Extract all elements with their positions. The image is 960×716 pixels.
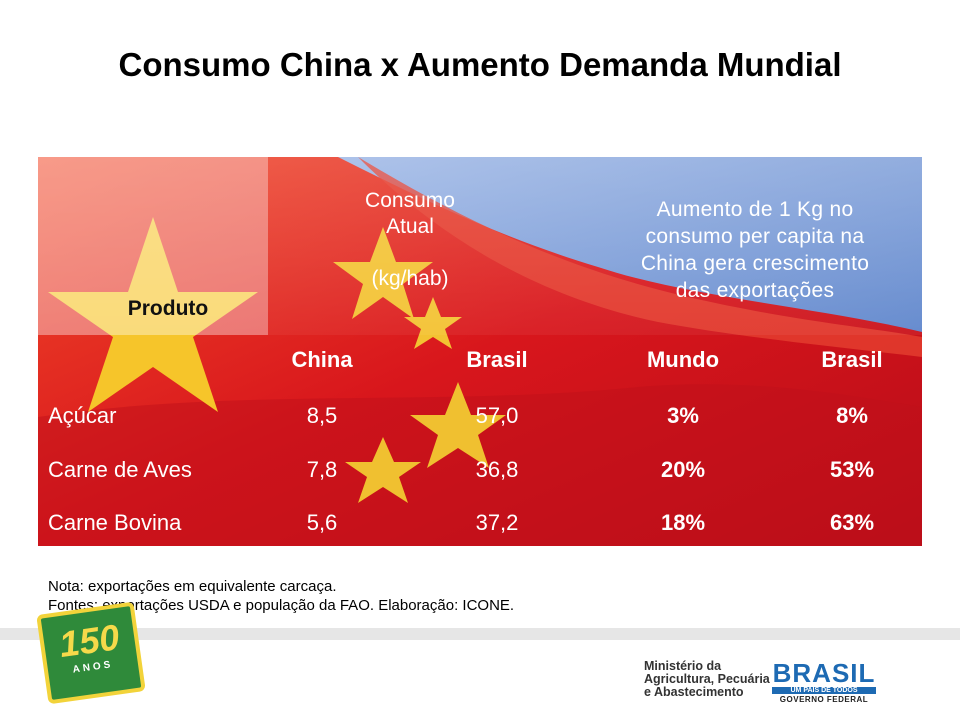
consumption-header: Consumo Atual (kg/hab) [330,188,490,292]
table-cell: 63% [829,510,875,535]
table-cell: 20% [660,457,706,482]
header-line: das exportações [675,279,835,302]
logo-text: Agricultura, Pecuária [644,672,770,686]
logo-text: BRASIL [772,658,876,688]
table-cell: 7,8 [306,457,338,482]
header-line: Aumento de 1 Kg no [656,198,854,221]
column-header: China [291,347,353,372]
flag-background [38,157,922,546]
table-cell: 18% [660,510,706,535]
table-cell: 8,5 [306,403,338,428]
table-cell: 37,2 [475,510,519,535]
logo-text: e Abastecimento [644,685,744,699]
ministry-logo: Ministério da Agricultura, Pecuária e Ab… [644,660,770,699]
slide-title: Consumo China x Aumento Demanda Mundial [118,46,842,83]
header-line: (kg/hab) [371,267,449,290]
table-cell: 57,0 [475,403,519,428]
footer-band [0,628,960,640]
government-logo: BRASIL UM PAÍS DE TODOS GOVERNO FEDERAL [772,660,876,704]
table-cell: 36,8 [475,457,519,482]
table-cell: 8% [836,403,868,428]
column-header: Mundo [646,347,720,372]
anniversary-logo: 150 ANOS [36,601,146,705]
logo-text: Ministério da [644,659,722,673]
table-cell: 53% [829,457,875,482]
logo-text: UM PAÍS DE TODOS [772,687,876,694]
product-header: Produto [127,297,209,320]
header-line: Consumo [365,189,455,212]
header-line: Atual [386,215,434,238]
header-line: China gera crescimento [640,252,870,275]
table-cell: 5,6 [306,510,338,535]
note: Nota: exportações em equivalente carcaça… [48,578,337,595]
product-name: Açúcar [48,403,117,428]
product-name: Carne de Aves [48,457,192,482]
table-cell: 3% [667,403,699,428]
column-header: Brasil [466,347,528,372]
column-header: Brasil [821,347,883,372]
logo-text: GOVERNO FEDERAL [779,695,869,704]
note: Fontes: exportações USDA e população da … [48,597,515,614]
increase-header: Aumento de 1 Kg no consumo per capita na… [590,196,920,304]
header-line: consumo per capita na [645,225,865,248]
product-name: Carne Bovina [48,510,182,535]
